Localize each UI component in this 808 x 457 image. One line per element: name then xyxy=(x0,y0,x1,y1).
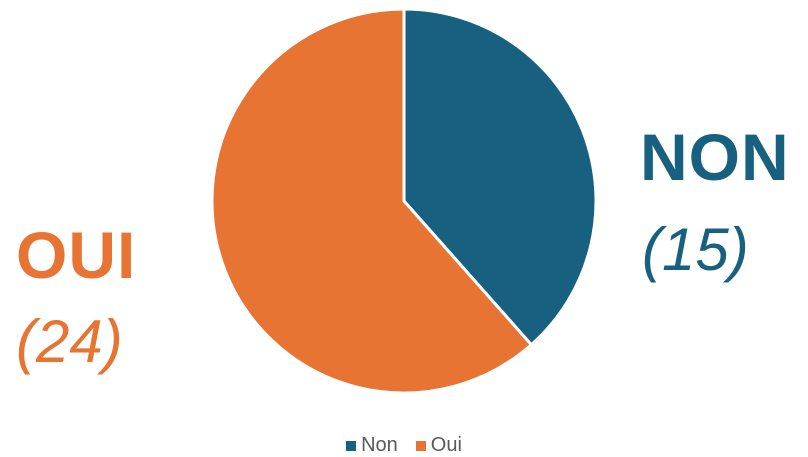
pie-slice-oui xyxy=(210,7,533,395)
legend-item-non: Non xyxy=(346,434,398,457)
legend-swatch-oui xyxy=(415,440,426,451)
slice-count-non: (15) xyxy=(642,216,749,283)
pie-slices xyxy=(210,7,598,395)
chart-legend: Non Oui xyxy=(0,434,808,457)
slice-label-non: NON xyxy=(640,120,790,194)
legend-item-oui: Oui xyxy=(415,434,462,457)
legend-label-non: Non xyxy=(361,434,398,456)
legend-label-oui: Oui xyxy=(430,434,462,456)
pie-slice-non xyxy=(402,7,598,347)
slice-count-oui: (24) xyxy=(16,308,123,375)
slice-label-oui: OUI xyxy=(16,218,137,292)
legend-swatch-non xyxy=(346,440,357,451)
